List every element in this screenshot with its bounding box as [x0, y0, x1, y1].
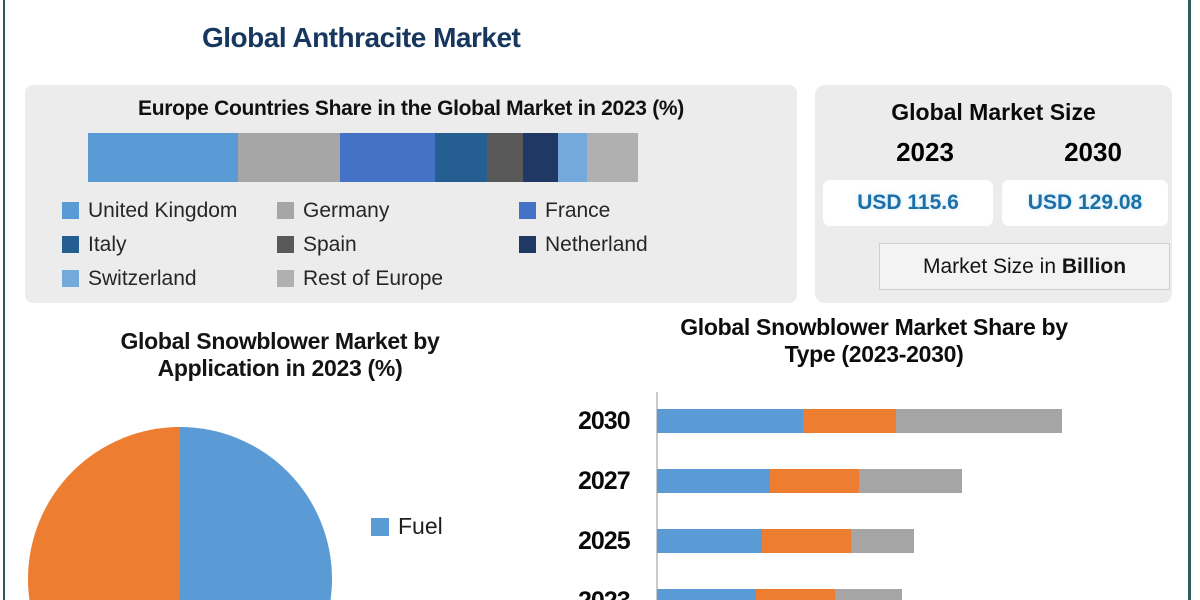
- type-bar-orange-segment: [770, 469, 859, 493]
- legend-item-spain: Spain: [277, 231, 519, 258]
- year-2030-label: 2030: [1064, 137, 1122, 167]
- europe-chart-title: Europe Countries Share in the Global Mar…: [138, 97, 684, 120]
- market-size-2023-value: USD 115.6: [857, 191, 959, 214]
- type-title-line1: Global Snowblower Market Share by: [680, 314, 1068, 340]
- legend-swatch-icon: [277, 236, 294, 253]
- legend-swatch-icon: [62, 202, 79, 219]
- page-title: Global Anthracite Market: [202, 22, 521, 53]
- type-row-year-label: 2023: [578, 587, 650, 600]
- legend-swatch-icon: [371, 517, 389, 536]
- legend-label: Italy: [88, 232, 127, 256]
- market-size-panel: Global Market Size 2023 2030 USD 115.6 U…: [815, 85, 1172, 303]
- europe-bar-segment-germany: [238, 133, 340, 182]
- application-pie: [28, 427, 332, 600]
- legend-item-italy: Italy: [62, 231, 277, 258]
- legend-swatch-icon: [62, 236, 79, 253]
- legend-swatch-icon: [62, 270, 79, 287]
- pie-chart-title: Global Snowblower Market by Application …: [100, 328, 460, 382]
- type-bar-gray-segment: [835, 589, 902, 600]
- type-row-stacked-bar: [657, 409, 1062, 433]
- europe-bar-segment-italy: [435, 133, 487, 182]
- legend-swatch-icon: [277, 270, 294, 287]
- type-bar-gray-segment: [851, 529, 914, 553]
- type-bar-row-2030: 2030: [578, 406, 1140, 435]
- type-title-line2: Type (2023-2030): [784, 341, 964, 367]
- europe-bar-segment-france: [340, 133, 435, 182]
- legend-item-france: France: [519, 197, 759, 224]
- year-2023-label: 2023: [896, 137, 954, 167]
- legend-label: Switzerland: [88, 266, 197, 290]
- type-bar-gray-segment: [896, 409, 1062, 433]
- europe-bar-segment-switzerland: [558, 133, 587, 182]
- market-size-2023-box: USD 115.6: [823, 180, 993, 226]
- type-bar-orange-segment: [762, 529, 851, 553]
- pie-title-line2: Application in 2023 (%): [157, 355, 403, 381]
- legend-item-netherland: Netherland: [519, 231, 759, 258]
- legend-label: Rest of Europe: [303, 266, 444, 290]
- market-size-2030-value: USD 129.08: [1027, 191, 1143, 214]
- pie-legend-item-fuel: Fuel: [371, 513, 443, 540]
- type-bar-orange-segment: [803, 409, 896, 433]
- type-bar-gray-segment: [859, 469, 962, 493]
- type-bar-orange-segment: [756, 589, 835, 600]
- type-bar-row-2025: 2025: [578, 526, 1140, 555]
- market-size-2030-box: USD 129.08: [1002, 180, 1168, 226]
- legend-swatch-icon: [519, 236, 536, 253]
- type-bar-blue-segment: [657, 529, 762, 553]
- europe-share-panel: Europe Countries Share in the Global Mar…: [25, 85, 797, 303]
- legend-label: France: [545, 198, 611, 222]
- europe-bar-segment-united-kingdom: [88, 133, 238, 182]
- pie-legend-label: Fuel: [398, 513, 443, 539]
- frame-left-border: [3, 0, 5, 600]
- europe-bar-segment-netherland: [523, 133, 558, 182]
- type-bar-row-2027: 2027: [578, 466, 1140, 495]
- type-row-stacked-bar: [657, 529, 914, 553]
- pie-legend: Fuel: [371, 513, 443, 540]
- type-bar-blue-segment: [657, 409, 803, 433]
- market-size-title: Global Market Size: [891, 99, 1096, 125]
- type-chart-title: Global Snowblower Market Share by Type (…: [654, 314, 1094, 368]
- frame-right-border: [1188, 0, 1191, 600]
- pie-title-line1: Global Snowblower Market by: [120, 328, 440, 354]
- type-bar-blue-segment: [657, 589, 756, 600]
- legend-item-rest-of-europe: Rest of Europe: [277, 265, 519, 292]
- type-row-year-label: 2030: [578, 406, 631, 435]
- legend-swatch-icon: [519, 202, 536, 219]
- type-row-year-label: 2027: [578, 466, 631, 495]
- legend-label: Germany: [303, 198, 390, 222]
- type-bar-blue-segment: [657, 469, 770, 493]
- type-row-year-label: 2025: [578, 526, 631, 555]
- legend-label: Netherland: [545, 232, 648, 256]
- legend-label: Spain: [303, 232, 357, 256]
- market-size-unit-note: Market Size in Billion: [879, 243, 1170, 290]
- type-bars-rows: 2030 2027 2025 2023: [578, 406, 1140, 600]
- europe-stacked-bar: [88, 133, 638, 182]
- europe-legend: United Kingdom Germany France Italy Spain Net…: [62, 197, 759, 292]
- europe-bar-segment-rest-of-europe: [587, 133, 638, 182]
- europe-bar-segment-spain: [487, 133, 523, 182]
- legend-item-germany: Germany: [277, 197, 519, 224]
- legend-swatch-icon: [277, 202, 294, 219]
- type-row-stacked-bar: [657, 589, 902, 600]
- legend-item-united-kingdom: United Kingdom: [62, 197, 277, 224]
- legend-label: United Kingdom: [88, 198, 238, 222]
- type-bar-row-2023: 2023: [578, 587, 1140, 600]
- type-row-stacked-bar: [657, 469, 962, 493]
- type-chart-axis-line: [656, 392, 658, 600]
- unit-note-prefix: Market Size in: [922, 254, 1062, 278]
- legend-item-switzerland: Switzerland: [62, 265, 277, 292]
- unit-note-bold: Billion: [1061, 254, 1127, 278]
